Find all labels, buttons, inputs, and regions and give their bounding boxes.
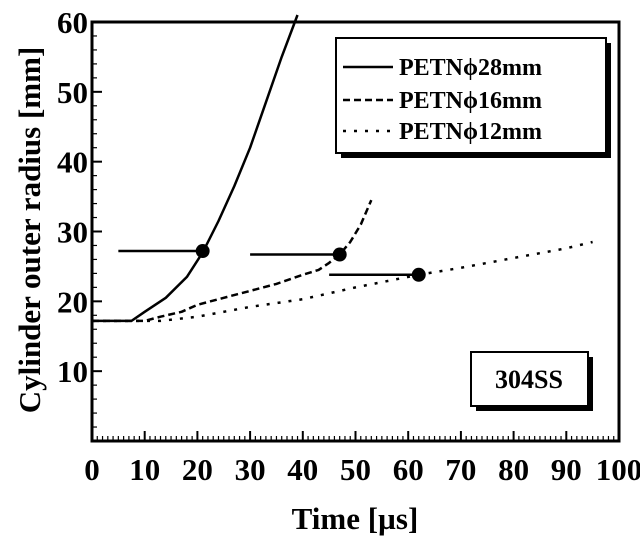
x-tick-label: 60 xyxy=(393,452,424,487)
y-tick-label: 60 xyxy=(57,5,88,40)
x-tick-label: 90 xyxy=(551,452,582,487)
axis-ticks xyxy=(91,21,620,442)
legend: PETNϕ28mm PETNϕ16mm PETNϕ12mm xyxy=(335,37,611,158)
marker-group xyxy=(118,244,426,282)
material-box: 304SS xyxy=(470,351,593,411)
series-line-3 xyxy=(92,240,593,323)
legend-label-1: PETNϕ28mm xyxy=(399,55,542,81)
tick-labels: 0 10 20 30 40 50 60 70 80 90 100 10 20 30 40 50 60 xyxy=(57,5,640,487)
marker-dot-1 xyxy=(195,244,210,259)
y-tick-label: 30 xyxy=(57,215,88,250)
y-tick-label: 20 xyxy=(57,284,88,319)
x-tick-label: 0 xyxy=(84,452,100,487)
marker-dot-2 xyxy=(332,247,347,262)
x-tick-label: 30 xyxy=(235,452,266,487)
material-box-frame xyxy=(470,351,589,407)
x-tick-label: 20 xyxy=(182,452,213,487)
x-tick-label: 80 xyxy=(498,452,529,487)
series-group xyxy=(92,14,593,323)
x-tick-label: 70 xyxy=(445,452,476,487)
legend-box xyxy=(335,37,607,154)
y-tick-label: 50 xyxy=(57,75,88,110)
legend-label-3: PETNϕ12mm xyxy=(399,119,542,145)
y-tick-label: 10 xyxy=(57,354,88,389)
material-label: 304SS xyxy=(495,365,563,394)
x-tick-label: 10 xyxy=(129,452,160,487)
x-tick-label: 100 xyxy=(596,452,640,487)
series-line-1 xyxy=(92,14,299,323)
series-line-2 xyxy=(92,199,373,323)
x-tick-label: 50 xyxy=(340,452,371,487)
y-tick-label: 40 xyxy=(57,145,88,180)
x-tick-label: 40 xyxy=(287,452,318,487)
y-axis-title: Cylinder outer radius [mm] xyxy=(12,47,47,414)
legend-label-2: PETNϕ16mm xyxy=(399,88,542,114)
x-axis-title: Time [µs] xyxy=(292,501,419,536)
marker-dot-3 xyxy=(411,267,426,282)
